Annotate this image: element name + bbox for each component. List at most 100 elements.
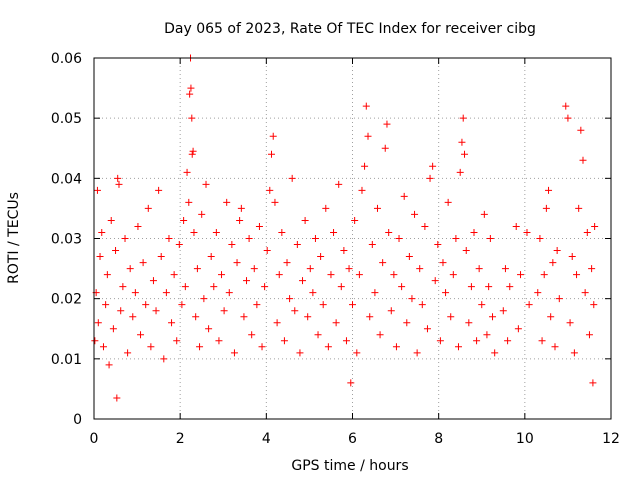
data-point (349, 301, 356, 309)
data-point (486, 235, 494, 242)
data-point (379, 259, 387, 267)
x-tick-label: 12 (602, 431, 620, 447)
data-point (475, 265, 483, 273)
data-point (542, 204, 550, 212)
data-point (366, 313, 374, 321)
data-point (198, 210, 206, 218)
data-point (364, 132, 372, 140)
data-point (165, 235, 173, 242)
data-point (573, 271, 581, 279)
data-point (248, 331, 256, 339)
data-point (98, 228, 106, 236)
data-point (514, 325, 522, 333)
data-point (483, 331, 491, 339)
data-point (187, 84, 195, 92)
data-point (112, 247, 120, 255)
data-point (183, 168, 191, 176)
data-point (581, 289, 589, 297)
data-point (225, 289, 233, 297)
data-point (585, 331, 593, 339)
data-point (340, 247, 348, 255)
data-point (212, 228, 220, 236)
data-point (147, 343, 155, 351)
y-tick-label: 0.06 (51, 51, 82, 67)
data-point (250, 265, 258, 273)
data-point (568, 253, 576, 261)
data-point (330, 228, 338, 236)
data-point (275, 271, 283, 279)
data-point (347, 379, 355, 387)
data-point (358, 186, 366, 194)
data-point (223, 198, 231, 206)
data-point (351, 216, 359, 224)
data-point (540, 271, 548, 279)
data-point (304, 313, 312, 321)
data-point (562, 102, 570, 110)
data-point (405, 253, 413, 261)
data-point (109, 325, 117, 333)
data-point (269, 132, 277, 140)
x-tick-label: 0 (90, 431, 99, 447)
data-point (236, 216, 244, 224)
data-point (218, 271, 226, 279)
data-point (317, 253, 325, 261)
data-point (583, 228, 591, 236)
data-point (470, 228, 478, 236)
data-point (185, 198, 193, 206)
data-point (299, 277, 307, 285)
y-tick-label: 0.01 (51, 352, 82, 368)
data-point (553, 247, 561, 255)
data-point (383, 120, 391, 128)
data-point (258, 343, 266, 351)
data-point (577, 126, 585, 134)
y-tick-label: 0.02 (51, 292, 82, 308)
data-point (421, 222, 429, 230)
data-point (538, 337, 546, 345)
grid-lines (94, 58, 611, 419)
data-point (96, 253, 104, 261)
data-point (207, 253, 215, 261)
data-point (173, 337, 181, 345)
data-point (534, 289, 542, 297)
data-point (590, 301, 598, 309)
data-point (134, 222, 142, 230)
data-point (491, 349, 499, 357)
data-point (114, 174, 122, 182)
data-point (426, 174, 434, 182)
data-point (575, 204, 583, 212)
data-point (454, 343, 462, 351)
data-point (137, 331, 145, 339)
data-point (324, 343, 332, 351)
data-point (403, 319, 411, 327)
data-point (301, 216, 309, 224)
y-tick-labels: 0 0.01 0.02 0.03 0.04 0.05 0.06 (51, 51, 82, 428)
data-point (288, 174, 296, 182)
data-point (368, 241, 376, 249)
data-point (237, 204, 245, 212)
data-point (102, 301, 110, 309)
data-point (452, 235, 460, 242)
data-point (228, 241, 236, 249)
tick-marks (93, 57, 612, 420)
y-tick-label: 0.03 (51, 232, 82, 248)
y-axis-label: ROTI / TECUs (6, 192, 22, 284)
data-point (278, 228, 286, 236)
x-axis-label: GPS time / hours (291, 458, 408, 474)
data-point (489, 313, 497, 321)
data-point (361, 162, 369, 170)
data-point (107, 216, 115, 224)
data-point (551, 343, 559, 351)
data-point (506, 283, 514, 291)
x-tick-label: 4 (262, 431, 271, 447)
data-point (152, 307, 160, 315)
x-tick-labels: 0 2 4 6 8 10 12 (90, 431, 620, 447)
data-point (411, 210, 419, 218)
data-point (398, 283, 406, 291)
data-point (283, 259, 291, 267)
data-point (545, 186, 553, 194)
data-point (280, 337, 288, 345)
data-point (381, 144, 389, 152)
data-point (373, 204, 381, 212)
data-point (332, 319, 340, 327)
data-point (181, 283, 189, 291)
